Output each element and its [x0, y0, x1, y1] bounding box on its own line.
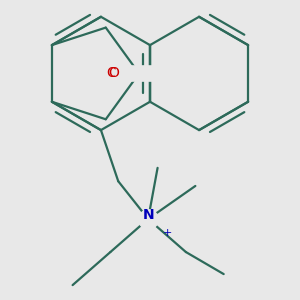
- Text: +: +: [163, 228, 172, 238]
- Text: O: O: [106, 66, 117, 80]
- Text: O: O: [108, 66, 119, 80]
- Text: N: N: [142, 208, 154, 222]
